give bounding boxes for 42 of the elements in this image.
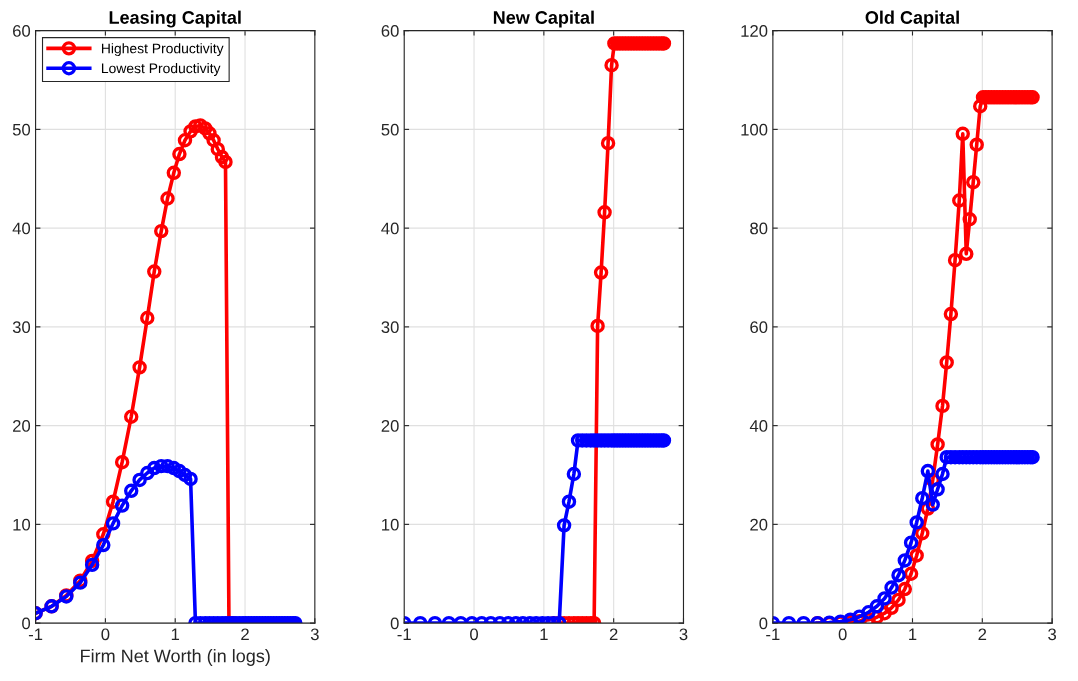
y-tick-label: 30 (12, 321, 31, 334)
y-tick-label: 60 (13, 25, 31, 37)
y-tick-label: 50 (12, 123, 31, 136)
x-tick-label: 3 (1048, 628, 1057, 641)
x-tick-label: 1 (540, 628, 548, 641)
legend-label: Lowest Productivity (101, 63, 221, 76)
y-tick-label: 0 (759, 617, 768, 630)
x-tick-label: 1 (171, 628, 180, 641)
chart-title: Old Capital (865, 10, 959, 28)
y-tick-label: 10 (382, 518, 399, 531)
y-tick-label: 0 (390, 617, 399, 630)
y-tick-label: 30 (381, 321, 399, 334)
chart-title: Leasing Capital (109, 10, 241, 28)
y-tick-label: 10 (13, 518, 31, 531)
x-tick-label: 0 (470, 628, 479, 641)
y-tick-label: 100 (741, 123, 768, 136)
x-tick-label: -1 (766, 628, 780, 641)
y-tick-label: 40 (381, 222, 399, 235)
x-tick-label: -1 (28, 628, 43, 641)
x-tick-label: -1 (397, 628, 411, 641)
y-tick-label: 20 (13, 420, 31, 432)
y-tick-label: 0 (22, 617, 31, 630)
y-tick-label: 60 (750, 321, 768, 334)
x-tick-label: 1 (909, 628, 917, 641)
legend-label: Highest Productivity (101, 43, 224, 57)
y-tick-label: 80 (750, 222, 768, 235)
y-tick-label: 60 (381, 25, 399, 37)
x-tick-label: 0 (101, 628, 110, 641)
y-tick-label: 40 (749, 420, 768, 432)
x-tick-label: 2 (609, 628, 618, 641)
y-tick-label: 120 (741, 25, 768, 37)
x-tick-label: 3 (679, 628, 688, 641)
x-axis-title: Firm Net Worth (in logs) (81, 649, 270, 666)
x-tick-label: 0 (838, 628, 847, 641)
y-tick-label: 50 (381, 123, 399, 136)
x-tick-label: 3 (310, 628, 319, 641)
chart-title: New Capital (493, 10, 594, 28)
y-tick-label: 40 (12, 222, 31, 235)
y-tick-label: 20 (750, 518, 768, 531)
y-tick-label: 20 (381, 420, 399, 432)
x-tick-label: 2 (241, 628, 249, 641)
x-tick-label: 2 (978, 628, 987, 641)
